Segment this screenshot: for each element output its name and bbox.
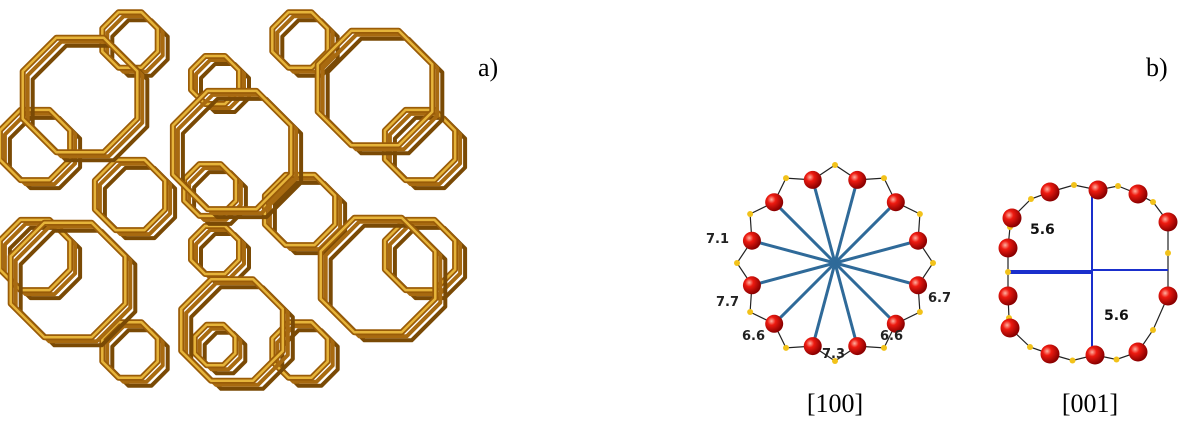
oxygen-atom bbox=[1001, 319, 1020, 338]
dimension-label: 6.7 bbox=[928, 291, 951, 306]
silicon-atom bbox=[881, 345, 887, 351]
silicon-atom bbox=[881, 175, 887, 181]
oxygen-atom bbox=[1041, 183, 1060, 202]
silicon-atom bbox=[783, 175, 789, 181]
oxygen-atom bbox=[1041, 345, 1060, 364]
silicon-atom bbox=[1165, 250, 1171, 256]
oxygen-atom bbox=[1159, 213, 1178, 232]
dimension-label: 7.7 bbox=[716, 295, 739, 310]
oxygen-atom bbox=[848, 171, 866, 189]
silicon-atom bbox=[1028, 196, 1034, 202]
silicon-atom bbox=[1027, 344, 1033, 350]
view-direction: [001] bbox=[1062, 389, 1118, 418]
oxygen-atom bbox=[804, 337, 822, 355]
oxygen-atom bbox=[1089, 181, 1108, 200]
oxygen-atom bbox=[887, 193, 905, 211]
dimension-label: 6.6 bbox=[880, 329, 903, 344]
panel-label: a) bbox=[478, 53, 498, 82]
oxygen-atom bbox=[999, 239, 1018, 258]
oxygen-atom bbox=[765, 315, 783, 333]
oxygen-atom bbox=[1086, 346, 1105, 365]
silicon-atom bbox=[917, 211, 923, 217]
oxygen-atom bbox=[1129, 185, 1148, 204]
oxygen-atom bbox=[765, 193, 783, 211]
silicon-atom bbox=[930, 260, 936, 266]
silicon-atom bbox=[1115, 183, 1121, 189]
oxygen-atom bbox=[1003, 209, 1022, 228]
silicon-atom bbox=[917, 309, 923, 315]
view-direction: [100] bbox=[807, 389, 863, 418]
panel-label: b) bbox=[1146, 53, 1168, 82]
dimension-label: 6.6 bbox=[742, 329, 765, 344]
silicon-atom bbox=[1070, 358, 1076, 364]
silicon-atom bbox=[734, 260, 740, 266]
oxygen-atom bbox=[743, 232, 761, 250]
silicon-atom bbox=[1150, 327, 1156, 333]
dimension-label: 5.6 bbox=[1030, 222, 1055, 238]
silicon-atom bbox=[1114, 357, 1120, 363]
figure: a) b) [100] [001] 7.1 7.7 6.6 7.3 6.6 6.… bbox=[0, 0, 1184, 432]
oxygen-atom bbox=[848, 337, 866, 355]
silicon-atom bbox=[783, 345, 789, 351]
silicon-atom bbox=[747, 309, 753, 315]
dimension-label: 7.1 bbox=[706, 232, 729, 247]
silicon-atom bbox=[1150, 199, 1156, 205]
oxygen-atom bbox=[1159, 287, 1178, 306]
dimension-label: 5.6 bbox=[1104, 308, 1129, 324]
oxygen-atom bbox=[999, 287, 1018, 306]
dimension-label: 7.3 bbox=[822, 347, 845, 362]
oxygen-atom bbox=[804, 171, 822, 189]
silicon-atom bbox=[1005, 269, 1011, 275]
oxygen-atom bbox=[909, 232, 927, 250]
oxygen-atom bbox=[909, 276, 927, 294]
silicon-atom bbox=[1071, 182, 1077, 188]
silicon-atom bbox=[747, 211, 753, 217]
silicon-atom bbox=[832, 162, 838, 168]
oxygen-atom bbox=[1129, 343, 1148, 362]
oxygen-atom bbox=[743, 276, 761, 294]
